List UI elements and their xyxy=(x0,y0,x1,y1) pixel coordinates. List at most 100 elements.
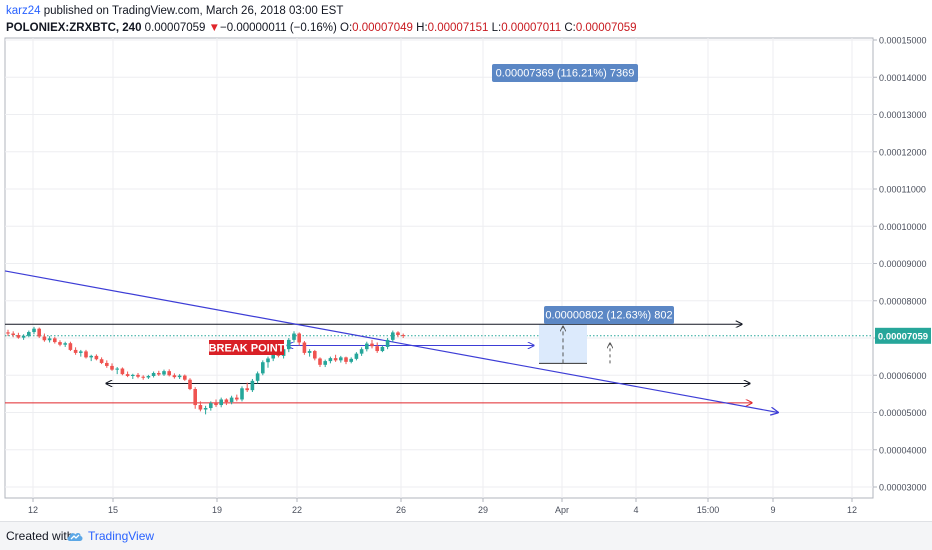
candle-body xyxy=(302,342,307,353)
y-tick-label: 0.00015000 xyxy=(879,36,927,46)
labels-layer: 0.00007369 (116.21%) 7369 0.00000802 (12.… xyxy=(209,64,931,355)
candle-body xyxy=(255,373,260,381)
candle-body xyxy=(328,358,333,362)
high-value: 0.00007151 xyxy=(427,22,489,34)
candle-body xyxy=(84,351,88,358)
candle-body xyxy=(16,335,21,338)
chart-grid xyxy=(4,37,874,499)
footer-bar: Created with TradingView xyxy=(0,521,932,550)
close-value: 0.00007059 xyxy=(575,22,637,34)
ohlc-line: POLONIEX:ZRXBTC, 240 0.00007059 ▼−0.0000… xyxy=(6,20,637,37)
drawings-layer xyxy=(4,270,873,413)
candle-body xyxy=(380,346,385,352)
candle-body xyxy=(365,343,369,350)
candle-body xyxy=(224,399,229,403)
candle-body xyxy=(63,343,67,345)
candle-body xyxy=(271,352,275,359)
candle-body xyxy=(245,388,249,391)
break-point-text: BREAK POINT xyxy=(209,343,285,355)
open-value: 0.00007049 xyxy=(352,22,413,34)
candle-body xyxy=(344,357,348,362)
candle-body xyxy=(370,343,374,347)
candle-body xyxy=(47,338,52,341)
chart-header: karz24 published on TradingView.com, Mar… xyxy=(6,3,637,37)
y-tick-label: 0.00013000 xyxy=(879,110,927,120)
candle-body xyxy=(6,332,10,334)
x-tick-label: 4 xyxy=(633,505,638,515)
candle-body xyxy=(73,349,78,353)
y-tick-label: 0.00008000 xyxy=(879,296,927,306)
high-label: H: xyxy=(416,22,428,34)
candle-body xyxy=(68,343,73,350)
candle-body xyxy=(120,368,125,375)
author-link[interactable]: karz24 xyxy=(6,5,41,17)
candle-body xyxy=(339,357,343,361)
candle-body xyxy=(21,335,26,338)
candle-body xyxy=(198,405,203,410)
candle-body xyxy=(32,328,36,333)
y-tick-label: 0.00005000 xyxy=(879,408,927,418)
change-value: −0.00000011 (−0.16%) xyxy=(220,22,337,34)
measure-label-small-bg xyxy=(544,306,674,324)
measure-label-small: 0.00000802 (12.63%) 802 xyxy=(544,306,674,324)
candle-body xyxy=(209,403,213,409)
y-tick-label: 0.00004000 xyxy=(879,445,927,455)
open-label: O: xyxy=(340,22,353,34)
candle-body xyxy=(307,351,312,353)
measure-label-big: 0.00007369 (116.21%) 7369 xyxy=(492,64,638,82)
symbol-label[interactable]: POLONIEX:ZRXBTC, 240 xyxy=(6,22,142,34)
candle-body xyxy=(313,351,317,359)
last-price: 0.00007059 xyxy=(144,22,206,34)
candle-body xyxy=(292,333,296,340)
published-text: published on TradingView.com, March 26, … xyxy=(43,5,344,17)
y-tick-label: 0.00010000 xyxy=(879,222,927,232)
candle-body xyxy=(235,397,239,400)
price-chart[interactable]: 0.00003000 0.00004000 0.00005000 0.00006000… xyxy=(0,0,932,521)
y-tick-label: 0.00006000 xyxy=(879,371,927,381)
y-tick-label: 0.00009000 xyxy=(879,259,927,269)
candle-body xyxy=(125,374,130,376)
candle-body xyxy=(219,399,223,406)
candle-body xyxy=(318,358,322,365)
candle-body xyxy=(11,333,15,336)
trendline xyxy=(4,270,778,413)
y-tick-label: 0.00012000 xyxy=(879,147,927,157)
candle-body xyxy=(79,351,83,353)
x-tick-label: 26 xyxy=(396,505,406,515)
x-tick-label: 9 xyxy=(770,505,775,515)
measure-label-small-text: 0.00000802 (12.63%) 802 xyxy=(545,310,672,322)
candle-body xyxy=(141,376,145,378)
candle-body xyxy=(183,375,187,380)
candle-body xyxy=(115,368,119,370)
candle-body xyxy=(391,332,395,340)
close-label: C: xyxy=(564,22,576,34)
candle-body xyxy=(167,371,171,376)
measure-label-big-bg xyxy=(492,64,638,82)
x-tick-label: 29 xyxy=(478,505,488,515)
candle-body xyxy=(349,358,353,362)
x-tick-label: 22 xyxy=(292,505,302,515)
candle-body xyxy=(323,361,327,365)
measure-box xyxy=(539,324,587,364)
y-tick-label: 0.00014000 xyxy=(879,73,927,83)
candle-body xyxy=(203,408,208,410)
candle-body xyxy=(375,346,379,352)
candle-body xyxy=(250,380,255,391)
tradingview-cloud-icon[interactable] xyxy=(66,529,84,543)
candle-body xyxy=(261,362,265,374)
tradingview-brand-link[interactable]: TradingView xyxy=(88,529,155,543)
candle-body xyxy=(287,339,291,350)
candle-body xyxy=(266,358,270,363)
x-tick-label: 15 xyxy=(108,505,118,515)
candle-body xyxy=(401,335,405,337)
candle-body xyxy=(172,375,177,378)
x-tick-label: 15:00 xyxy=(697,505,720,515)
created-with-text: Created with xyxy=(6,529,74,543)
low-value: 0.00007011 xyxy=(501,22,562,34)
y-tick-label: 0.00003000 xyxy=(879,483,927,493)
publish-line: karz24 published on TradingView.com, Mar… xyxy=(6,3,637,20)
candle-body xyxy=(53,338,57,343)
low-label: L: xyxy=(491,22,502,34)
break-point-bg xyxy=(209,340,284,355)
candle-body xyxy=(354,353,359,359)
